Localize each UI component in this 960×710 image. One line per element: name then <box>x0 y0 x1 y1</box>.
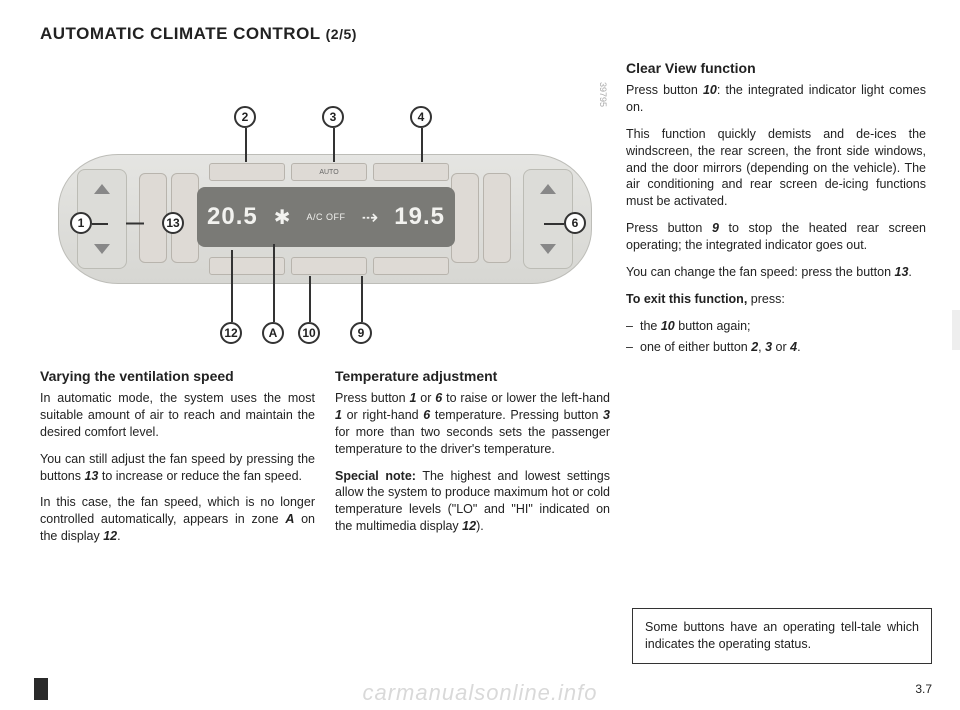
lead <box>361 276 363 322</box>
body-text: Press button 10: the integrated indicato… <box>626 82 926 116</box>
image-code: 39795 <box>598 82 608 107</box>
lead <box>544 223 564 225</box>
right-column: Clear View function Press button 10: the… <box>626 54 926 555</box>
list-item: the 10 button again; <box>626 318 926 335</box>
ac-off-label: A/C OFF <box>306 212 345 222</box>
small-button <box>373 163 449 181</box>
callout-4: 4 <box>410 106 432 128</box>
climate-panel-diagram: 39795 AUTO 20.5 ✱ <box>40 54 610 354</box>
body-text: You can change the fan speed: press the … <box>626 264 926 281</box>
lead <box>333 128 335 162</box>
slim-button-r1 <box>483 173 511 263</box>
top-button-row: AUTO <box>209 163 449 181</box>
control-panel: AUTO 20.5 ✱ A/C OFF ⇢ 19.5 <box>58 154 592 284</box>
callout-2: 2 <box>234 106 256 128</box>
note-text: Some buttons have an operating tell-tale… <box>645 619 919 653</box>
list-item: one of either button 2, 3 or 4. <box>626 339 926 356</box>
side-tab <box>952 310 960 350</box>
body-text: Press button 1 or 6 to raise or lower th… <box>335 390 610 458</box>
ventilation-heading: Varying the ventilation speed <box>40 368 315 384</box>
small-button <box>209 163 285 181</box>
small-button-auto: AUTO <box>291 163 367 181</box>
lower-text-columns: Varying the ventilation speed In automat… <box>40 362 610 555</box>
body-text: Press button 9 to stop the heated rear s… <box>626 220 926 254</box>
lead <box>126 223 144 225</box>
lead <box>245 128 247 162</box>
body-text: You can still adjust the fan speed by pr… <box>40 451 315 485</box>
fan-icon: ✱ <box>274 205 291 230</box>
callout-10: 10 <box>298 322 320 344</box>
body-text: In this case, the fan speed, which is no… <box>40 494 315 545</box>
page-number: 3.7 <box>915 682 932 696</box>
small-button <box>291 257 367 275</box>
temperature-heading: Temperature adjustment <box>335 368 610 384</box>
callout-12: 12 <box>220 322 242 344</box>
body-text: Special note: The highest and lowest set… <box>335 468 610 536</box>
corner-block <box>34 678 48 700</box>
title-main: AUTOMATIC CLIMATE CONTROL <box>40 24 320 43</box>
lead <box>309 276 311 322</box>
lead <box>92 223 108 225</box>
callout-3: 3 <box>322 106 344 128</box>
callout-13: 13 <box>162 212 184 234</box>
exit-options-list: the 10 button again; one of either butto… <box>626 318 926 356</box>
content-columns: 39795 AUTO 20.5 ✱ <box>40 54 932 555</box>
left-column: 39795 AUTO 20.5 ✱ <box>40 54 610 555</box>
ventilation-section: Varying the ventilation speed In automat… <box>40 362 315 555</box>
watermark: carmanualsonline.info <box>0 680 960 706</box>
body-text: In automatic mode, the system uses the m… <box>40 390 315 441</box>
callout-9: 9 <box>350 322 372 344</box>
temperature-section: Temperature adjustment Press button 1 or… <box>335 362 610 555</box>
clearview-heading: Clear View function <box>626 60 926 76</box>
page-title: AUTOMATIC CLIMATE CONTROL (2/5) <box>40 24 932 44</box>
bottom-button-row <box>209 257 449 275</box>
page: AUTOMATIC CLIMATE CONTROL (2/5) 39795 AU… <box>0 0 960 567</box>
small-button <box>373 257 449 275</box>
lead <box>273 244 275 322</box>
callout-A: A <box>262 322 284 344</box>
left-temp-readout: 20.5 <box>207 203 258 231</box>
body-text: To exit this function, press: <box>626 291 926 308</box>
lcd-display: 20.5 ✱ A/C OFF ⇢ 19.5 <box>197 187 455 247</box>
lead <box>231 250 233 322</box>
callout-1: 1 <box>70 212 92 234</box>
airflow-icon: ⇢ <box>361 205 378 230</box>
right-temp-readout: 19.5 <box>394 203 445 231</box>
callout-6: 6 <box>564 212 586 234</box>
lead <box>421 128 423 162</box>
title-sub: (2/5) <box>326 26 357 42</box>
note-box: Some buttons have an operating tell-tale… <box>632 608 932 664</box>
slim-button-r2 <box>451 173 479 263</box>
body-text: This function quickly demists and de-ice… <box>626 126 926 210</box>
